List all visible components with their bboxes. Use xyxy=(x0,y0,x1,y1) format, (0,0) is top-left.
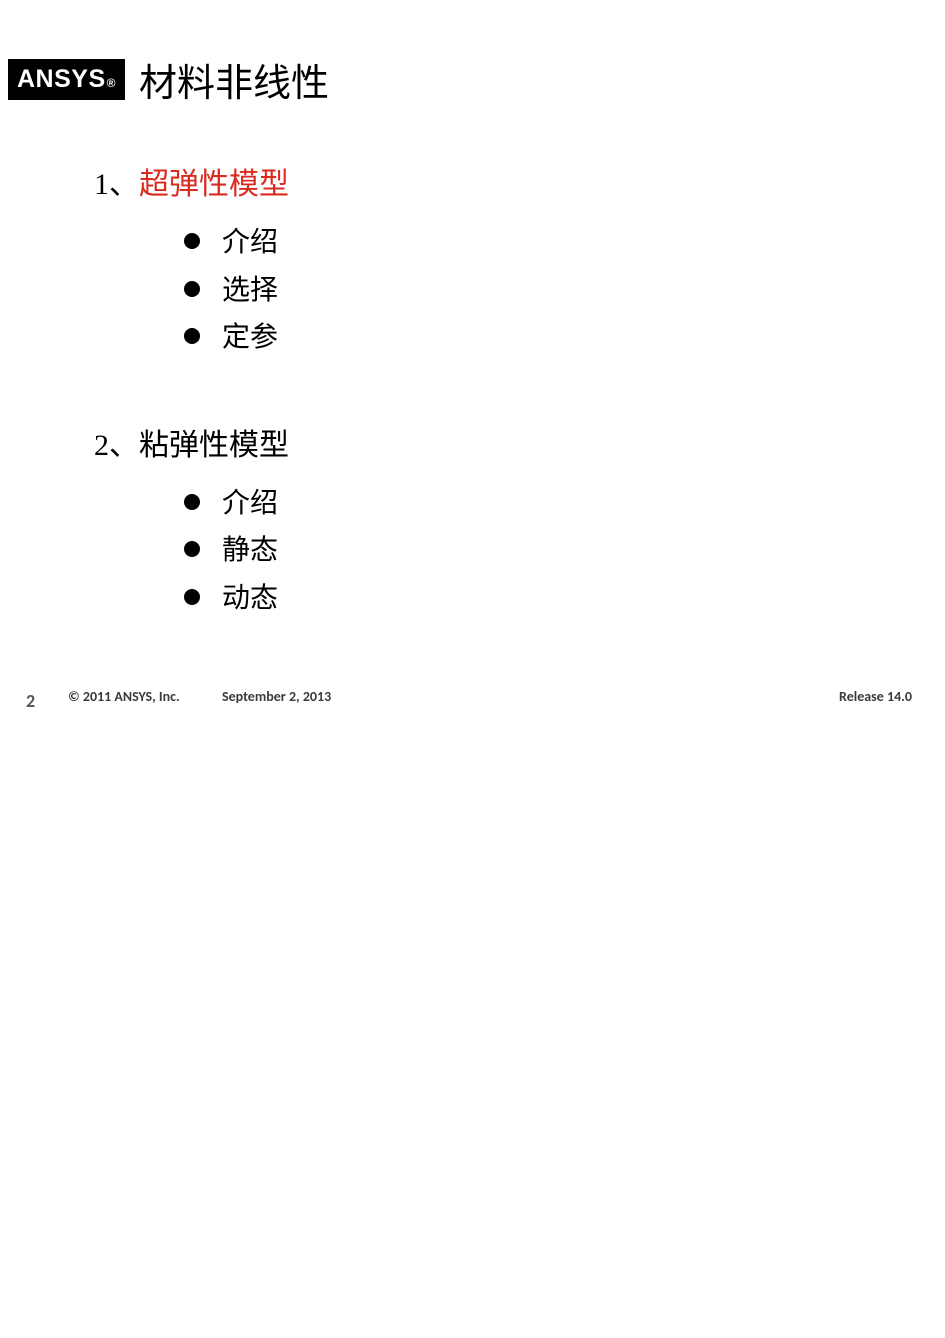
section-1-bullets: 介绍 选择 定参 xyxy=(94,219,289,362)
list-item: 介绍 xyxy=(184,480,289,528)
list-item: 动态 xyxy=(184,575,289,623)
header: ANSYS® 材料非线性 xyxy=(8,52,329,107)
page-number: 2 xyxy=(26,690,35,712)
release: Release 14.0 xyxy=(839,688,912,705)
list-item: 静态 xyxy=(184,527,289,575)
section-1-label: 超弹性模型 xyxy=(139,168,289,201)
list-item: 选择 xyxy=(184,267,289,315)
list-item: 介绍 xyxy=(184,219,289,267)
section-1-number: 1、 xyxy=(94,168,139,201)
section-2-heading: 2、粘弹性模型 xyxy=(94,420,289,464)
copyright: © 2011 ANSYS, Inc. xyxy=(68,688,180,705)
section-1: 1、超弹性模型 介绍 选择 定参 xyxy=(94,159,289,362)
section-2-bullets: 介绍 静态 动态 xyxy=(94,480,289,623)
section-1-heading: 1、超弹性模型 xyxy=(94,159,289,203)
date: September 2, 2013 xyxy=(222,688,331,705)
logo-text: ANSYS xyxy=(17,65,106,94)
content: 1、超弹性模型 介绍 选择 定参 2、粘弹性模型 介绍 静态 动态 xyxy=(94,159,289,681)
section-2-number: 2、 xyxy=(94,429,139,462)
page-title: 材料非线性 xyxy=(139,52,329,107)
logo-reg: ® xyxy=(107,76,116,90)
slide: ANSYS® 材料非线性 1、超弹性模型 介绍 选择 定参 2、粘弹性模型 介绍… xyxy=(4,4,914,714)
section-2: 2、粘弹性模型 介绍 静态 动态 xyxy=(94,420,289,623)
section-2-label: 粘弹性模型 xyxy=(139,429,289,462)
footer: 2 © 2011 ANSYS, Inc. September 2, 2013 R… xyxy=(4,688,914,710)
ansys-logo: ANSYS® xyxy=(8,59,125,100)
list-item: 定参 xyxy=(184,314,289,362)
